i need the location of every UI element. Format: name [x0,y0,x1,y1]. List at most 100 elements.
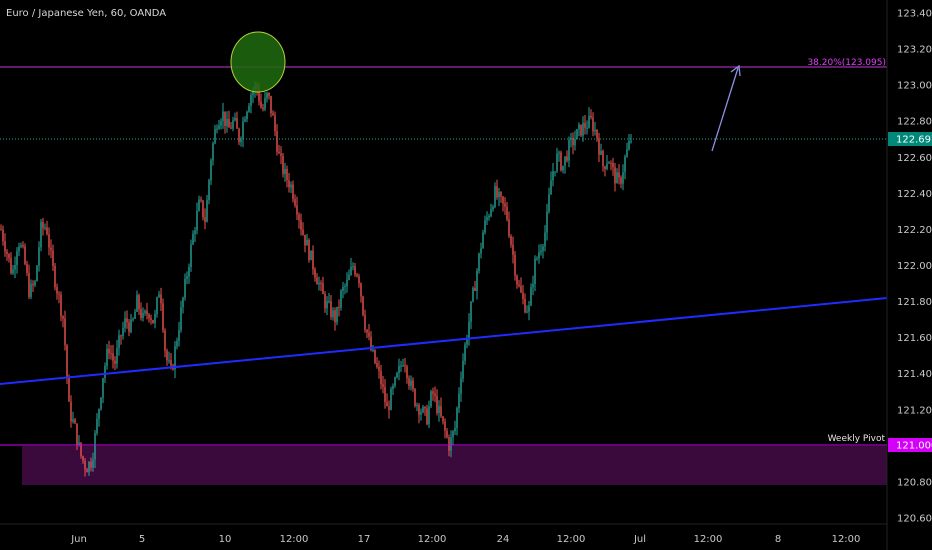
candle-body [428,406,430,425]
candle-body [518,284,520,286]
y-tick-label: 122.400 [897,189,932,200]
candle-body [52,250,54,266]
candle-body [484,220,486,233]
candle-body [614,167,616,184]
candle-body [54,265,56,288]
candle-body [324,294,326,309]
candle-body [422,406,424,413]
candle-body [550,180,552,195]
candle-body [246,111,248,120]
candle-body [520,285,522,293]
candle-body [394,377,396,386]
candle-body [104,365,106,379]
candle-body [420,412,422,415]
candle-body [234,118,236,121]
candle-body [528,305,530,312]
candle-body [216,128,218,130]
candle-body [114,360,116,364]
candle-body [230,127,232,129]
candle-body [248,105,250,112]
candle-body [316,277,318,285]
candle-body [416,405,418,407]
candle-body [314,269,316,278]
candle-body [400,365,402,367]
candle-body [106,348,108,366]
candle-body [504,203,506,207]
candle-body [134,311,136,319]
candle-body [64,318,66,346]
time-axis[interactable]: Jun 5 10 12:00 17 12:00 24 12:00 Jul 12:00 8 12:00 [0,523,887,545]
candle-body [496,186,498,198]
candle-body [366,329,368,333]
candle-body [390,389,392,410]
candle-body [442,416,444,422]
candle-body [298,214,300,221]
candle-body [250,95,252,106]
candle-body [410,380,412,386]
candle-body [564,156,566,166]
candle-body [552,171,554,181]
candle-body [368,332,370,337]
candle-body [140,309,142,318]
candle-body [258,88,260,102]
candle-body [240,138,242,143]
candle-body [196,210,198,231]
candle-body [574,139,576,146]
candle-body [264,98,266,110]
candle-body [370,336,372,351]
candle-body [312,250,314,270]
candle-body [464,344,466,361]
highlight-ellipse[interactable] [230,31,286,93]
candle-body [570,137,572,140]
candle-body [374,349,376,364]
candle-body [492,206,494,210]
projection-arrow[interactable] [711,64,741,152]
candle-body [86,469,88,473]
candle-body [110,353,112,355]
candle-body [26,263,28,274]
candle-body [20,245,22,247]
candle-body [278,151,280,154]
candle-body [90,461,92,468]
candle-body [212,143,214,161]
candle-body [274,115,276,132]
candle-body [378,366,380,371]
candle-body [582,122,584,136]
candle-body [62,316,64,319]
candle-body [414,389,416,406]
candle-body [592,117,594,132]
candle-body [542,246,544,251]
candle-body [384,386,386,403]
candle-body [382,384,384,387]
candle-body [208,180,210,200]
candle-body [214,129,216,144]
candle-body [448,437,450,451]
candle-body [296,205,298,215]
y-tick-label: 123.000 [897,81,932,92]
candle-body [622,172,624,184]
candle-body [4,241,6,252]
candle-body [326,301,328,309]
candle-body [178,330,180,341]
candle-body [334,310,336,323]
candle-body [514,254,516,276]
candle-body [590,115,592,118]
candle-body [318,283,320,285]
trend-line[interactable] [0,297,888,385]
price-axis[interactable]: 123.400 123.200 123.000 122.800 122.600 122.4… [886,0,932,550]
candle-body [108,348,110,354]
candle-body [490,209,492,217]
candle-body [450,437,452,451]
candle-body [438,405,440,414]
candle-body [526,311,528,313]
candle-body [46,227,48,235]
candle-body [510,236,512,245]
candle-body [310,250,312,261]
candle-body [202,200,204,218]
candle-body [68,376,70,402]
candle-body [170,360,172,366]
candle-body [408,378,410,386]
candle-body [74,419,76,424]
